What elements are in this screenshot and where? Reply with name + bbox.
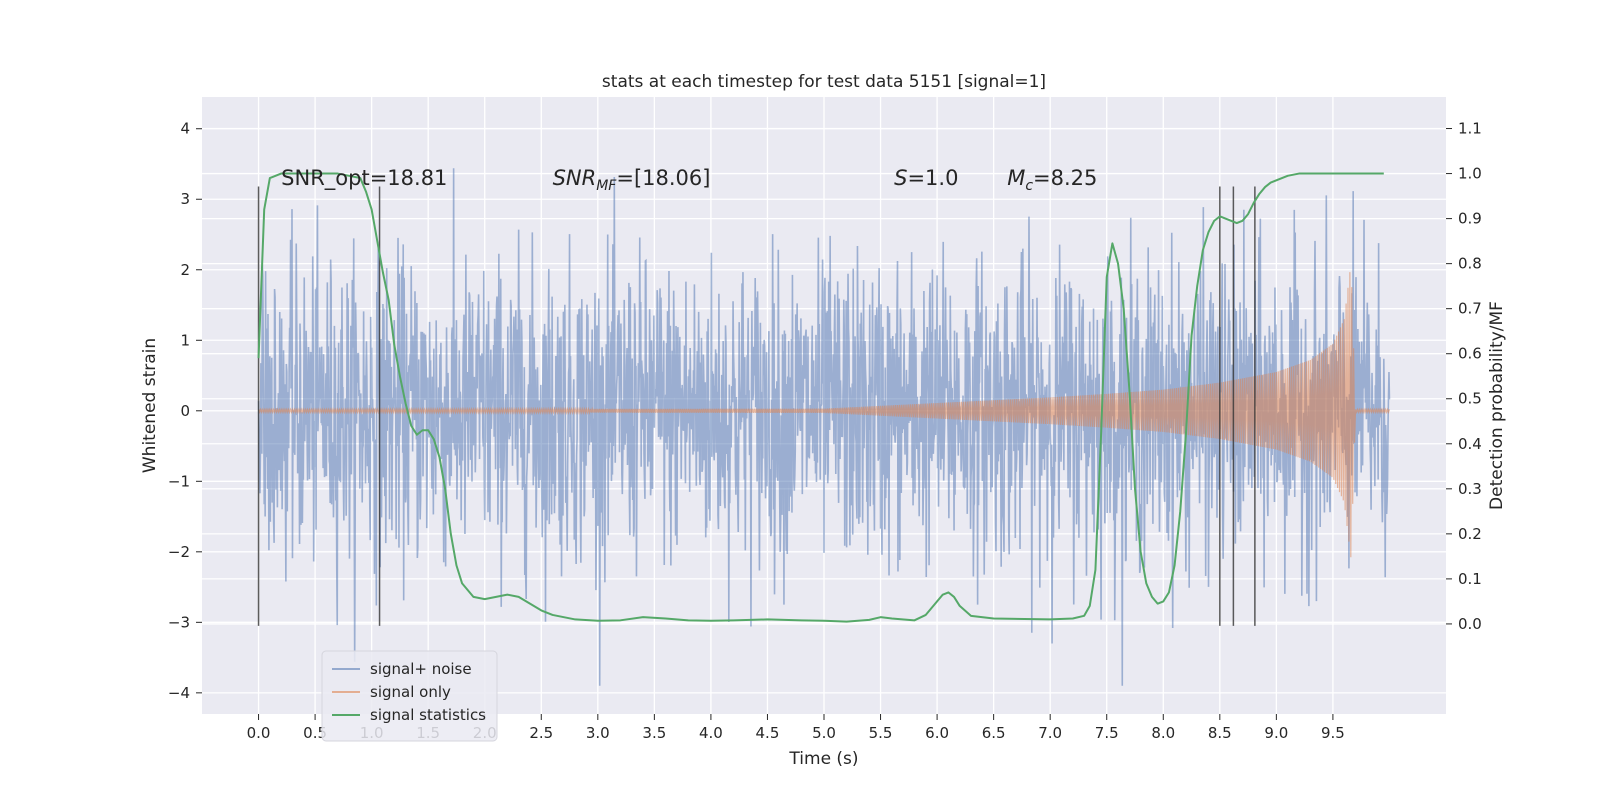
- x-tick-label: 0.0: [247, 724, 271, 742]
- legend-label: signal only: [370, 683, 451, 701]
- x-tick-label: 6.0: [925, 724, 949, 742]
- y-axis-right-label: Detection probability/MF: [1487, 301, 1507, 510]
- x-axis-label: Time (s): [788, 749, 858, 769]
- x-tick-label: 9.0: [1264, 724, 1288, 742]
- annotation-part: SNR: [553, 166, 597, 190]
- y-tick-label: −1: [168, 472, 190, 490]
- annotation-text: S=1.0: [894, 166, 958, 190]
- legend-label: signal statistics: [370, 706, 486, 724]
- annotation-part: =1.0: [907, 166, 958, 190]
- annotation-part: MF: [596, 178, 617, 194]
- y-tick-label: −4: [168, 684, 190, 702]
- x-tick-label: 5.5: [869, 724, 893, 742]
- annotations: SNR_opt=18.81 SNRMF=[18.06] S=1.0 Mc=8.25: [281, 166, 1097, 194]
- x-tick-label: 8.0: [1151, 724, 1175, 742]
- legend-box: [321, 650, 498, 742]
- x-tick-label: 8.5: [1208, 724, 1232, 742]
- x-tick-label: 7.5: [1095, 724, 1119, 742]
- legend-label: signal+ noise: [370, 660, 472, 678]
- y-right-tick-label: 0.8: [1458, 255, 1482, 273]
- x-tick-label: 4.5: [756, 724, 780, 742]
- annotation-text: Mc=8.25: [1007, 166, 1097, 194]
- y-tick-label: 0: [180, 402, 190, 420]
- x-tick-label: 4.0: [699, 724, 723, 742]
- y-axis-label: Whitened strain: [140, 338, 160, 473]
- x-tick-label: 2.5: [529, 724, 553, 742]
- signal-only-line: [257, 272, 1391, 558]
- x-tick-label: 9.5: [1321, 724, 1345, 742]
- annotation-part: S: [894, 166, 907, 190]
- y-tick-label: −2: [168, 543, 190, 561]
- x-tick-label: 6.5: [982, 724, 1006, 742]
- annotation-part: SNR_opt=18.81: [281, 166, 447, 191]
- y-tick-label: 4: [180, 120, 190, 138]
- y-right-tick-label: 0.2: [1458, 525, 1482, 543]
- chart-title: stats at each timestep for test data 515…: [602, 72, 1046, 92]
- y-right-tick-label: 1.0: [1458, 165, 1482, 183]
- y-tick-label: 1: [180, 331, 190, 349]
- y-tick-label: 2: [180, 261, 190, 279]
- vertical-markers: [257, 186, 1256, 626]
- series-signal-only: [257, 272, 1391, 558]
- series-signal-statistics: [257, 172, 1384, 623]
- y-right-tick-label: 0.6: [1458, 345, 1482, 363]
- y-right-tick-label: 0.7: [1458, 300, 1482, 318]
- annotation-text: SNR_opt=18.81: [281, 166, 447, 191]
- y-right-tick-label: 0.5: [1458, 390, 1482, 408]
- annotation-part: =8.25: [1033, 166, 1097, 190]
- x-tick-label: 3.0: [586, 724, 610, 742]
- y-tick-label: −3: [168, 613, 190, 631]
- y-right-tick-label: 1.1: [1458, 120, 1482, 138]
- y-right-tick-label: 0.9: [1458, 210, 1482, 228]
- annotation-text: SNRMF=[18.06]: [553, 166, 711, 194]
- y-right-tick-label: 0.0: [1458, 615, 1482, 633]
- x-tick-label: 0.5: [303, 724, 327, 742]
- x-tick-label: 5.0: [812, 724, 836, 742]
- legend: signal+ noise signal only signal statistic…: [321, 650, 498, 742]
- signal-statistics-line: [257, 172, 1384, 623]
- x-tick-label: 3.5: [642, 724, 666, 742]
- annotation-part: c: [1025, 178, 1033, 194]
- axes: 0.00.51.01.52.02.53.03.54.04.55.05.56.06…: [168, 120, 1482, 742]
- y-tick-label: 3: [180, 190, 190, 208]
- y-right-tick-label: 0.3: [1458, 480, 1482, 498]
- annotation-part: M: [1007, 166, 1025, 190]
- x-tick-label: 7.0: [1038, 724, 1062, 742]
- annotation-part: =[18.06]: [616, 166, 710, 190]
- y-right-tick-label: 0.1: [1458, 570, 1482, 588]
- y-right-tick-label: 0.4: [1458, 435, 1482, 453]
